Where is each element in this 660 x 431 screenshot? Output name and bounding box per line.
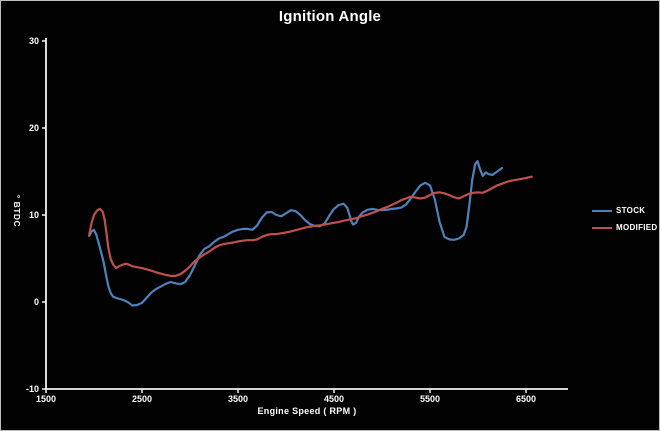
y-tick-label: -10 (26, 384, 39, 394)
y-tick-label: 10 (29, 210, 39, 220)
x-axis-title: Engine Speed ( RPM ) (257, 406, 357, 416)
series-line-modified (88, 175, 533, 277)
x-tick-label: 1500 (36, 394, 56, 404)
x-tick-label: 3500 (228, 394, 248, 404)
y-axis-title: ° BTDC (12, 194, 22, 228)
legend: STOCK MODIFIED (592, 206, 658, 232)
stock-line-swatch (592, 209, 612, 212)
legend-item-modified: MODIFIED (592, 223, 658, 232)
x-tick-label: 5500 (420, 394, 440, 404)
x-tick-label: 2500 (132, 394, 152, 404)
y-tick-label: 30 (29, 36, 39, 46)
x-tick-label: 4500 (324, 394, 344, 404)
y-tick-label: 20 (29, 123, 39, 133)
legend-label-modified: MODIFIED (616, 223, 658, 232)
modified-line-swatch (592, 226, 612, 229)
legend-label-stock: STOCK (616, 206, 646, 215)
series-line-stock (88, 160, 504, 307)
chart-title: Ignition Angle (278, 8, 382, 25)
legend-item-stock: STOCK (592, 206, 658, 215)
x-tick-label: 6500 (516, 394, 536, 404)
y-tick-label: 0 (34, 297, 39, 307)
